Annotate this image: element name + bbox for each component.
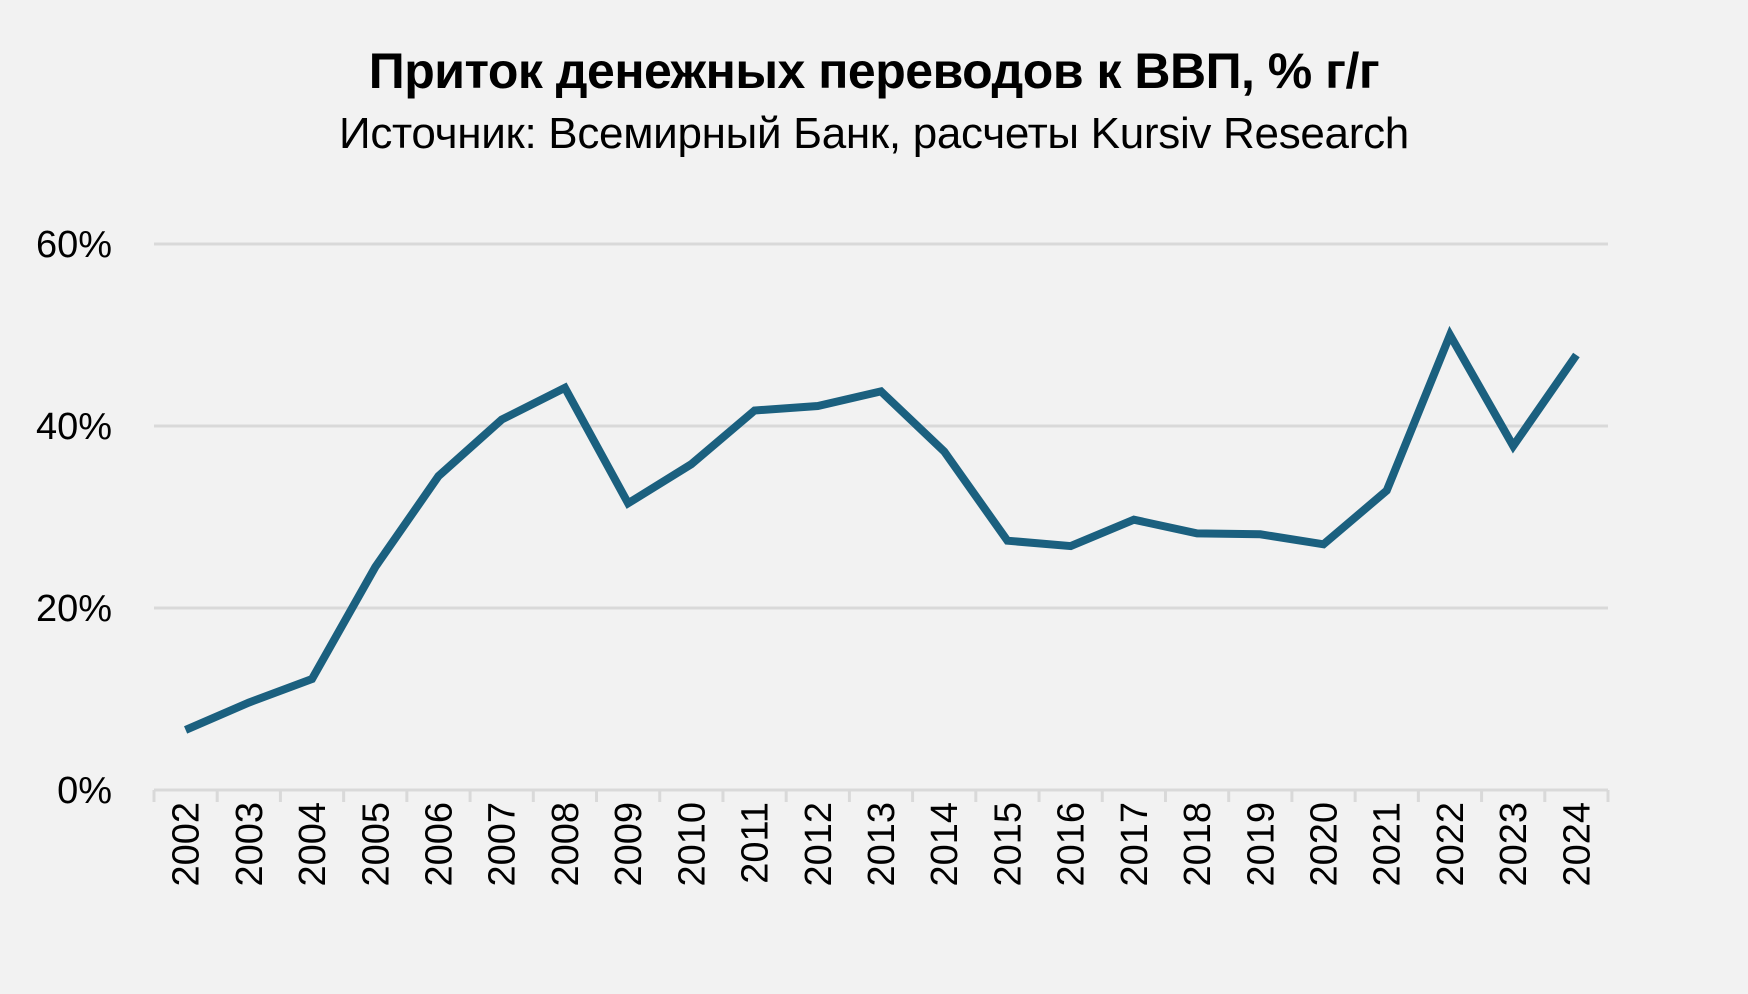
chart-subtitle: Источник: Всемирный Банк, расчеты Kursiv… <box>339 109 1409 158</box>
x-tick-label: 2004 <box>292 802 334 887</box>
series-line <box>184 325 1580 734</box>
x-tick-label: 2024 <box>1556 802 1598 887</box>
x-tick-label: 2012 <box>798 802 840 887</box>
x-axis <box>152 788 1610 802</box>
x-tick-label: 2003 <box>229 802 271 887</box>
series-layer <box>184 325 1580 734</box>
x-tick-label: 2017 <box>1114 802 1156 887</box>
x-tick-label: 2015 <box>987 802 1029 887</box>
y-tick-label: 60% <box>36 224 112 266</box>
x-tick-label: 2006 <box>418 802 460 887</box>
x-tick-label: 2010 <box>671 802 713 887</box>
x-tick-label: 2005 <box>355 802 397 887</box>
chart-title: Приток денежных переводов к ВВП, % г/г <box>368 43 1380 99</box>
y-tick-label: 0% <box>57 770 112 812</box>
y-tick-label: 20% <box>36 588 112 630</box>
x-tick-label: 2021 <box>1367 802 1409 887</box>
x-tick-label: 2018 <box>1177 802 1219 887</box>
y-tick-label: 40% <box>36 406 112 448</box>
x-tick-label: 2016 <box>1051 802 1093 887</box>
x-tick-label: 2014 <box>924 802 966 887</box>
x-tick-label: 2009 <box>608 802 650 887</box>
x-axis-labels: 2002 2003 2004 2005 2006 2007 2008 2009 2010 2011… <box>166 802 1599 887</box>
x-tick-label: 2007 <box>482 802 524 887</box>
x-tick-label: 2023 <box>1493 802 1535 887</box>
y-axis-labels: 0% 20% 40% 60% <box>36 224 112 812</box>
x-tick-label: 2011 <box>735 802 777 884</box>
x-tick-label: 2019 <box>1240 802 1282 887</box>
x-tick-label: 2002 <box>166 802 208 887</box>
grid-lines <box>154 242 1608 610</box>
x-tick-label: 2022 <box>1430 802 1472 887</box>
x-tick-label: 2008 <box>545 802 587 887</box>
x-tick-label: 2020 <box>1304 802 1346 887</box>
x-tick-label: 2013 <box>861 802 903 887</box>
